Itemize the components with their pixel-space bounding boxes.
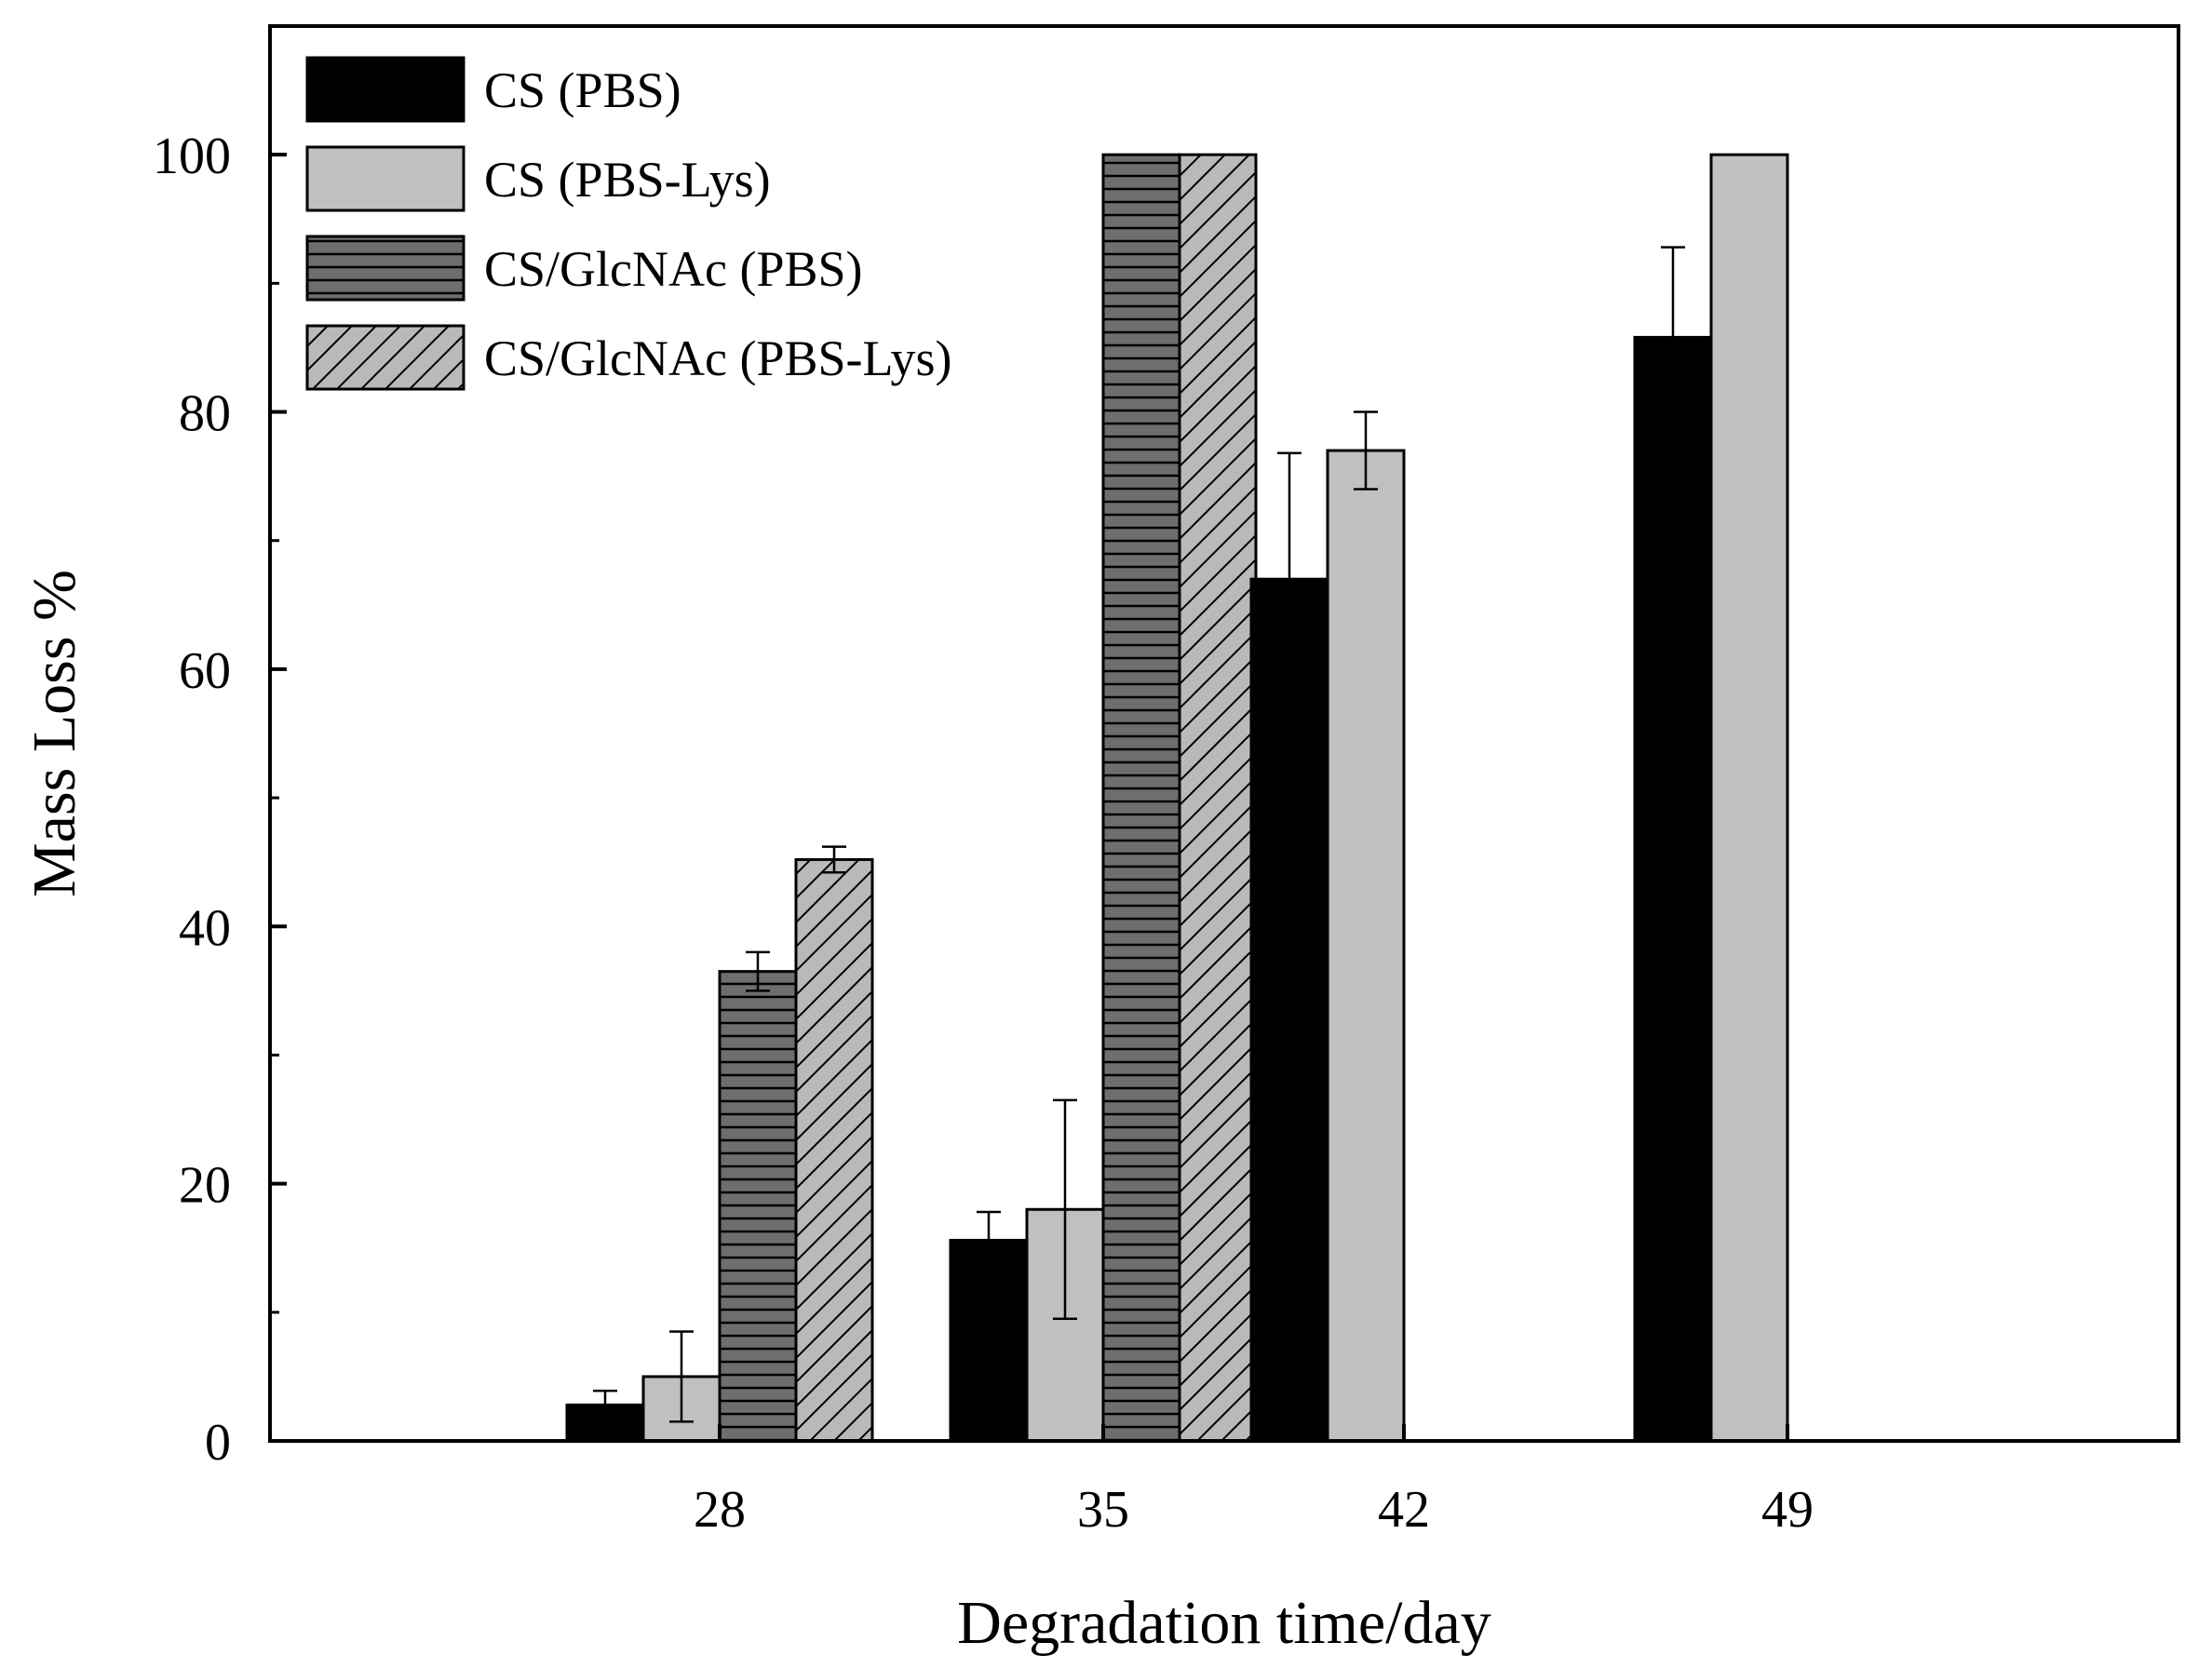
x-tick-label: 42 [1378, 1481, 1430, 1539]
bar-cs-glcnac-pbs-lys-35 [1178, 153, 1258, 1443]
bar-cs-glcnac-pbs-28 [718, 970, 798, 1443]
y-tick-label: 80 [179, 385, 231, 443]
x-axis-title: Degradation time/day [957, 1589, 1491, 1657]
bar-cs-pbs-lys-49 [1709, 153, 1789, 1443]
legend-swatch-cs-pbs [305, 56, 465, 123]
bar-cs-pbs-42 [1249, 577, 1329, 1443]
error-bar-group [593, 246, 1685, 1423]
legend-swatch-cs-glcnac-pbs-lys [305, 324, 465, 391]
legend-label-cs-pbs: CS (PBS) [484, 62, 681, 118]
y-axis-title: Mass Loss % [20, 570, 88, 897]
legend-label-cs-glcnac-pbs: CS/GlcNAc (PBS) [484, 241, 863, 297]
bar-cs-pbs-35 [949, 1238, 1029, 1443]
x-tick-label: 35 [1077, 1481, 1129, 1539]
legend-label-cs-pbs-lys: CS (PBS-Lys) [484, 152, 771, 208]
legend-label-cs-glcnac-pbs-lys: CS/GlcNAc (PBS-Lys) [484, 330, 952, 386]
legend: CS (PBS) CS (PBS-Lys) CS/GlcNAc (PBS) CS/Gl… [305, 56, 952, 391]
y-axis: 0 20 40 60 80 100 [153, 128, 287, 1472]
bar-cs-pbs-49 [1633, 335, 1713, 1443]
legend-swatch-cs-pbs-lys [305, 145, 465, 212]
x-tick-label: 49 [1761, 1481, 1814, 1539]
y-tick-label: 100 [153, 128, 231, 185]
bar-cs-pbs-lys-42 [1326, 449, 1406, 1443]
x-tick-label: 28 [694, 1481, 746, 1539]
legend-swatch-cs-glcnac-pbs [305, 235, 465, 302]
bar-cs-glcnac-pbs-lys-28 [794, 857, 874, 1443]
y-tick-label: 40 [179, 899, 231, 957]
plot-frame [268, 24, 2180, 1443]
y-tick-label: 60 [179, 642, 231, 700]
bar-cs-glcnac-pbs-35 [1101, 153, 1181, 1443]
y-tick-label: 20 [179, 1157, 231, 1215]
x-axis: 28 35 42 49 [694, 1424, 1814, 1539]
y-tick-label: 0 [205, 1414, 231, 1472]
